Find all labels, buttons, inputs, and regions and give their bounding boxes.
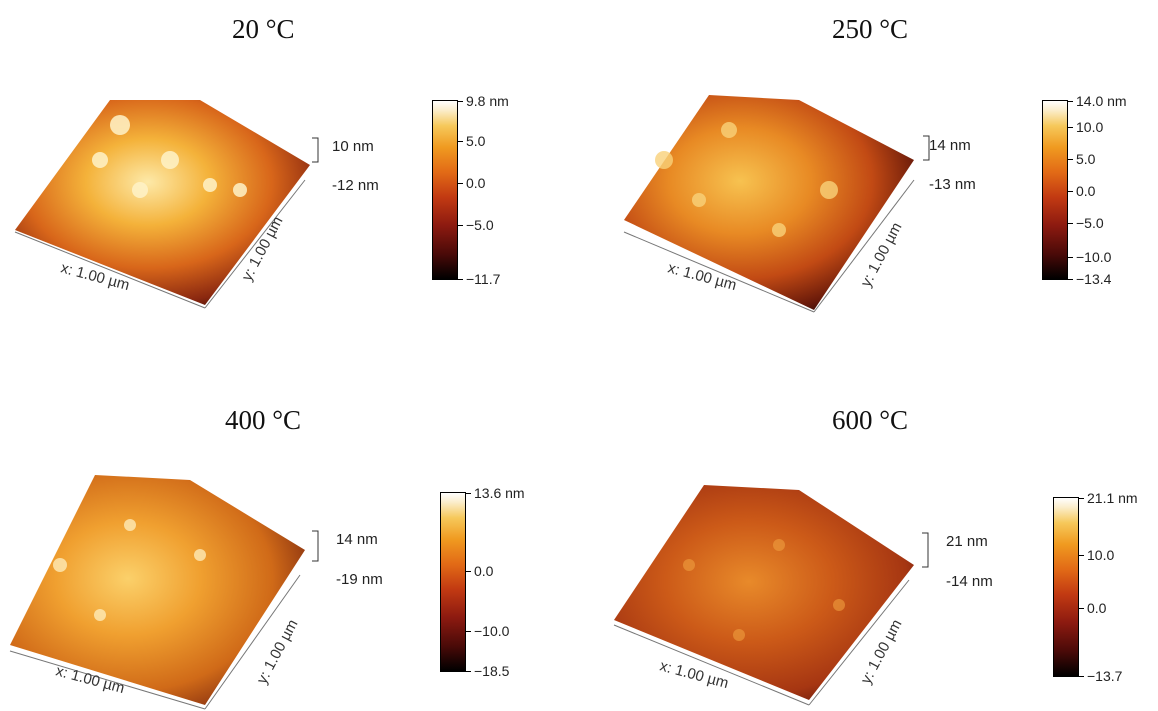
z-min-label: -12 nm	[332, 177, 379, 194]
colorbar-max-label: 21.1 nm	[1087, 490, 1138, 506]
colorbar-min-label: −18.5	[474, 663, 510, 679]
panel-title: 250 °C	[832, 14, 909, 44]
panel-title: 400 °C	[225, 405, 302, 435]
colorbar-tick-label: 5.0	[466, 133, 486, 149]
colorbar-max-label: 9.8 nm	[466, 93, 509, 109]
height-colorbar: 9.8 nm 5.0 0.0 −5.0 −11.7	[432, 93, 509, 287]
colorbar-tick-label: 0.0	[1087, 600, 1107, 616]
colorbar-tick-label: 0.0	[466, 175, 486, 191]
z-max-label: 10 nm	[332, 138, 374, 155]
height-colorbar: 14.0 nm 10.0 5.0 0.0 −5.0 −10.0 −13.4	[1042, 93, 1127, 287]
height-colorbar: 21.1 nm 10.0 0.0 −13.7	[1053, 490, 1138, 684]
colorbar-tick-label: −5.0	[1076, 215, 1104, 231]
afm-panel-400c: 400 °C x: 1.00 µm y: 1.00 µm 14 nm -19 n…	[0, 355, 579, 710]
colorbar-max-label: 13.6 nm	[474, 485, 525, 501]
z-max-label: 14 nm	[336, 531, 378, 548]
colorbar-tick-label: 5.0	[1076, 151, 1096, 167]
afm-surface-3d: x: 1.00 µm y: 1.00 µm	[14, 100, 319, 309]
colorbar-tick-label: −10.0	[474, 623, 510, 639]
colorbar-min-label: −13.7	[1087, 668, 1123, 684]
y-axis-label: y: 1.00 µm	[254, 617, 302, 687]
colorbar-tick-label: 10.0	[1087, 547, 1115, 563]
panel-title: 600 °C	[832, 405, 909, 435]
z-max-label: 14 nm	[929, 137, 971, 154]
z-max-label: 21 nm	[946, 533, 988, 550]
afm-surface-3d: x: 1.00 µm y: 1.00 µm	[9, 475, 319, 710]
z-min-label: -19 nm	[336, 571, 383, 588]
colorbar-min-label: −11.7	[466, 271, 501, 287]
colorbar-max-label: 14.0 nm	[1076, 93, 1127, 109]
colorbar-tick-label: 0.0	[474, 563, 494, 579]
afm-surface-3d: x: 1.00 µm y: 1.00 µm	[623, 95, 930, 313]
colorbar-min-label: −13.4	[1076, 271, 1112, 287]
afm-panel-600c: 600 °C x: 1.00 µm y: 1.00 µm 21 nm -14 n…	[579, 355, 1158, 710]
colorbar-tick-label: 0.0	[1076, 183, 1096, 199]
colorbar-tick-label: −5.0	[466, 217, 494, 233]
colorbar-tick-label: 10.0	[1076, 119, 1104, 135]
afm-panel-250c: 250 °C x: 1.00 µm y: 1.00 µm 14 nm -13 n…	[579, 0, 1158, 355]
colorbar-tick-label: −10.0	[1076, 249, 1112, 265]
height-colorbar: 13.6 nm 0.0 −10.0 −18.5	[440, 485, 525, 679]
z-min-label: -13 nm	[929, 176, 976, 193]
panel-title: 20 °C	[232, 14, 295, 44]
afm-panel-20c: 20 °C x: 1.00 µm y: 1.00 µm 10 nm -12 nm…	[0, 0, 579, 355]
z-min-label: -14 nm	[946, 573, 993, 590]
afm-surface-3d: x: 1.00 µm y: 1.00 µm	[613, 485, 929, 706]
